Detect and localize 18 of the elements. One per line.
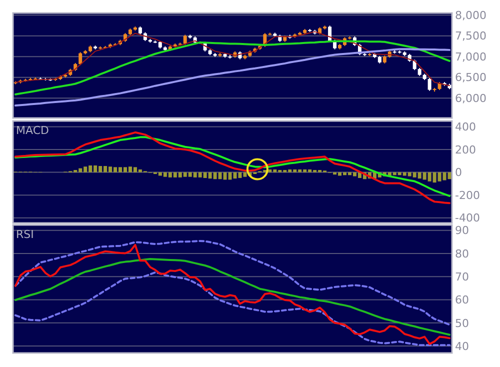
y-tick-label: 7,000 [455, 50, 486, 64]
y-tick-label: 40 [455, 340, 469, 353]
y-tick-label: 60 [455, 294, 469, 307]
y-tick-label: 200 [455, 143, 476, 156]
y-tick-label: 50 [455, 316, 469, 330]
y-tick-label: 7,500 [455, 30, 486, 43]
y-tick-label: 90 [455, 224, 469, 238]
y-tick-label: 6,000 [455, 92, 486, 105]
y-tick-label: 400 [455, 120, 476, 134]
y-tick-label: 70 [455, 270, 469, 284]
chart-title: RSI [16, 228, 34, 241]
y-tick-label: 6,500 [455, 71, 486, 84]
y-tick-label: -400 [455, 212, 480, 225]
y-tick-label: -200 [455, 188, 480, 202]
chart-title: MACD [16, 124, 49, 137]
y-tick-label: 0 [455, 166, 462, 180]
y-tick-label: 8,000 [455, 8, 486, 22]
y-tick-label: 80 [455, 247, 469, 260]
